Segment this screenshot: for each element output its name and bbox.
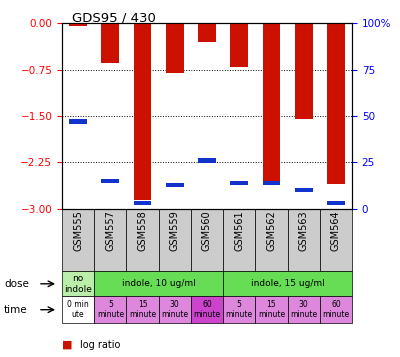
Text: GDS95 / 430: GDS95 / 430 (72, 11, 156, 24)
Bar (134, 23, 152, 200)
Bar (230, 181, 248, 185)
Bar (262, 181, 280, 185)
Text: 60
minute: 60 minute (322, 300, 350, 320)
Bar (102, 179, 119, 183)
Text: log ratio: log ratio (80, 340, 120, 350)
Bar (198, 23, 216, 42)
Text: no
indole: no indole (64, 274, 92, 293)
Bar (230, 23, 248, 66)
Text: indole, 15 ug/ml: indole, 15 ug/ml (251, 279, 324, 288)
Text: indole, 10 ug/ml: indole, 10 ug/ml (122, 279, 196, 288)
Text: 60
minute: 60 minute (194, 300, 220, 320)
Text: 15
minute: 15 minute (258, 300, 285, 320)
Text: 5
minute: 5 minute (97, 300, 124, 320)
Bar (134, 201, 152, 205)
Bar (262, 23, 280, 181)
Bar (327, 23, 345, 184)
Text: 0 min
ute: 0 min ute (67, 300, 89, 320)
Text: time: time (4, 305, 28, 315)
Text: 30
minute: 30 minute (290, 300, 317, 320)
Text: 15
minute: 15 minute (129, 300, 156, 320)
Bar (166, 182, 184, 187)
Bar (69, 23, 87, 26)
Bar (295, 23, 312, 119)
Text: ■: ■ (62, 340, 72, 350)
Bar (166, 23, 184, 73)
Bar (102, 23, 119, 64)
Bar (295, 188, 312, 192)
Text: 30
minute: 30 minute (161, 300, 188, 320)
Bar (327, 201, 345, 205)
Text: 5
minute: 5 minute (226, 300, 253, 320)
Bar (69, 120, 87, 124)
Text: dose: dose (4, 279, 29, 289)
Bar (198, 159, 216, 163)
